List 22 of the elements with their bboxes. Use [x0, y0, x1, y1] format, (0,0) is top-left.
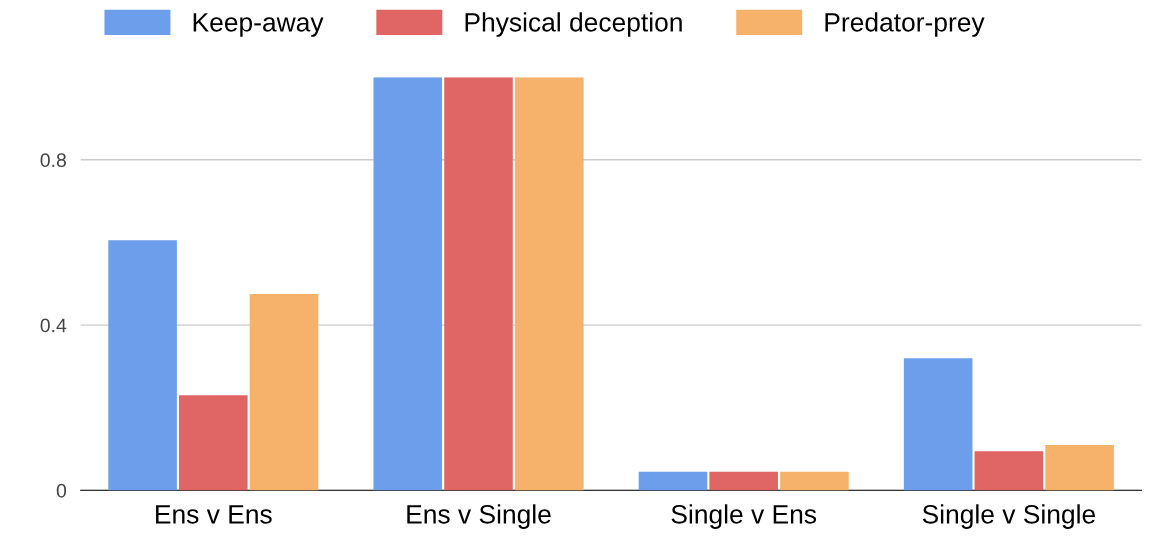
y-tick-label: 0 [56, 483, 67, 498]
bar [1045, 444, 1114, 491]
legend-label: Physical deception [465, 12, 682, 37]
y-tick-label: 0.8 [40, 153, 66, 168]
legend-label: Keep-away [193, 13, 324, 37]
legend-label: Predator-prey [825, 12, 985, 37]
bar [903, 358, 973, 491]
bar [974, 451, 1044, 491]
bar [638, 471, 708, 491]
bar [514, 77, 584, 491]
x-tick-label: Single v Ens [671, 504, 817, 529]
bar [373, 77, 443, 491]
bar [108, 240, 177, 491]
bar [709, 471, 778, 491]
y-tick-label: 0.4 [40, 318, 67, 333]
x-tick-label: Ens v Single [407, 504, 551, 529]
bar [249, 294, 319, 491]
bar [444, 77, 513, 491]
x-tick-label: Single v Single [922, 504, 1095, 529]
x-tick-label: Ens v Ens [156, 505, 272, 524]
bar [780, 471, 849, 491]
bar [179, 395, 248, 491]
